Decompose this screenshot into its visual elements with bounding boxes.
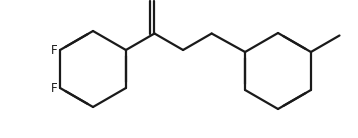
Text: F: F	[50, 82, 57, 95]
Text: F: F	[50, 43, 57, 56]
